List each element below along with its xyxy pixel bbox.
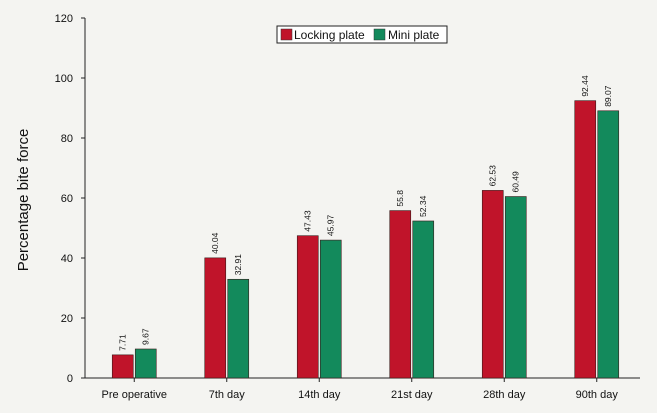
category-label: 7th day <box>209 389 246 401</box>
data-label: 40.04 <box>210 232 220 254</box>
legend: Locking plate Mini plate <box>276 25 448 44</box>
y-tick-label: 60 <box>61 193 73 205</box>
category-labels: Pre operative 7th day 14th day 21st day 28th… <box>102 389 619 401</box>
category-label: 14th day <box>298 389 341 401</box>
bar-locking-plate <box>111 354 134 379</box>
bar-locking-plate <box>389 210 412 379</box>
bar-mini-plate <box>227 278 250 379</box>
data-label: 60.49 <box>511 171 521 193</box>
y-axis-ticks: 0 20 40 60 80 100 120 <box>55 13 85 385</box>
legend-swatch-mini-plate <box>373 28 386 41</box>
y-tick-label: 20 <box>61 313 73 325</box>
data-label: 7.71 <box>118 334 128 351</box>
data-label: 52.34 <box>418 195 428 217</box>
legend-box <box>276 25 448 44</box>
bar-locking-plate <box>481 190 504 379</box>
y-tick-label: 40 <box>61 253 73 265</box>
y-tick-label: 100 <box>55 73 73 85</box>
bar-locking-plate <box>574 100 597 379</box>
data-label: 62.53 <box>488 165 498 187</box>
y-axis-title: Percentage bite force <box>15 129 32 272</box>
bar-mini-plate <box>504 196 527 379</box>
category-label: 28th day <box>483 389 526 401</box>
category-label: 21st day <box>391 389 433 401</box>
category-label: Pre operative <box>102 389 167 401</box>
legend-label-mini-plate: Mini plate <box>388 28 440 42</box>
bars-group: 7.71 9.67 40.04 32.91 47.43 45.97 55.8 52.34 62.… <box>111 75 620 382</box>
bar-mini-plate <box>319 239 342 379</box>
data-label: 47.43 <box>303 210 313 232</box>
data-label: 89.07 <box>603 85 613 107</box>
legend-label-locking-plate: Locking plate <box>294 28 365 42</box>
data-label: 32.91 <box>233 254 243 276</box>
data-label: 55.8 <box>395 190 405 207</box>
legend-swatch-locking-plate <box>280 28 293 41</box>
bar-mini-plate <box>134 348 157 379</box>
bar-mini-plate <box>597 110 620 379</box>
bar-locking-plate <box>204 257 227 379</box>
y-tick-label: 0 <box>67 373 73 385</box>
data-label: 9.67 <box>141 328 151 345</box>
data-label: 45.97 <box>326 215 336 237</box>
bar-locking-plate <box>296 235 319 379</box>
category-label: 90th day <box>576 389 619 401</box>
y-tick-label: 80 <box>61 133 73 145</box>
data-label: 92.44 <box>580 75 590 97</box>
y-tick-label: 120 <box>55 13 73 25</box>
bar-mini-plate <box>412 220 435 379</box>
